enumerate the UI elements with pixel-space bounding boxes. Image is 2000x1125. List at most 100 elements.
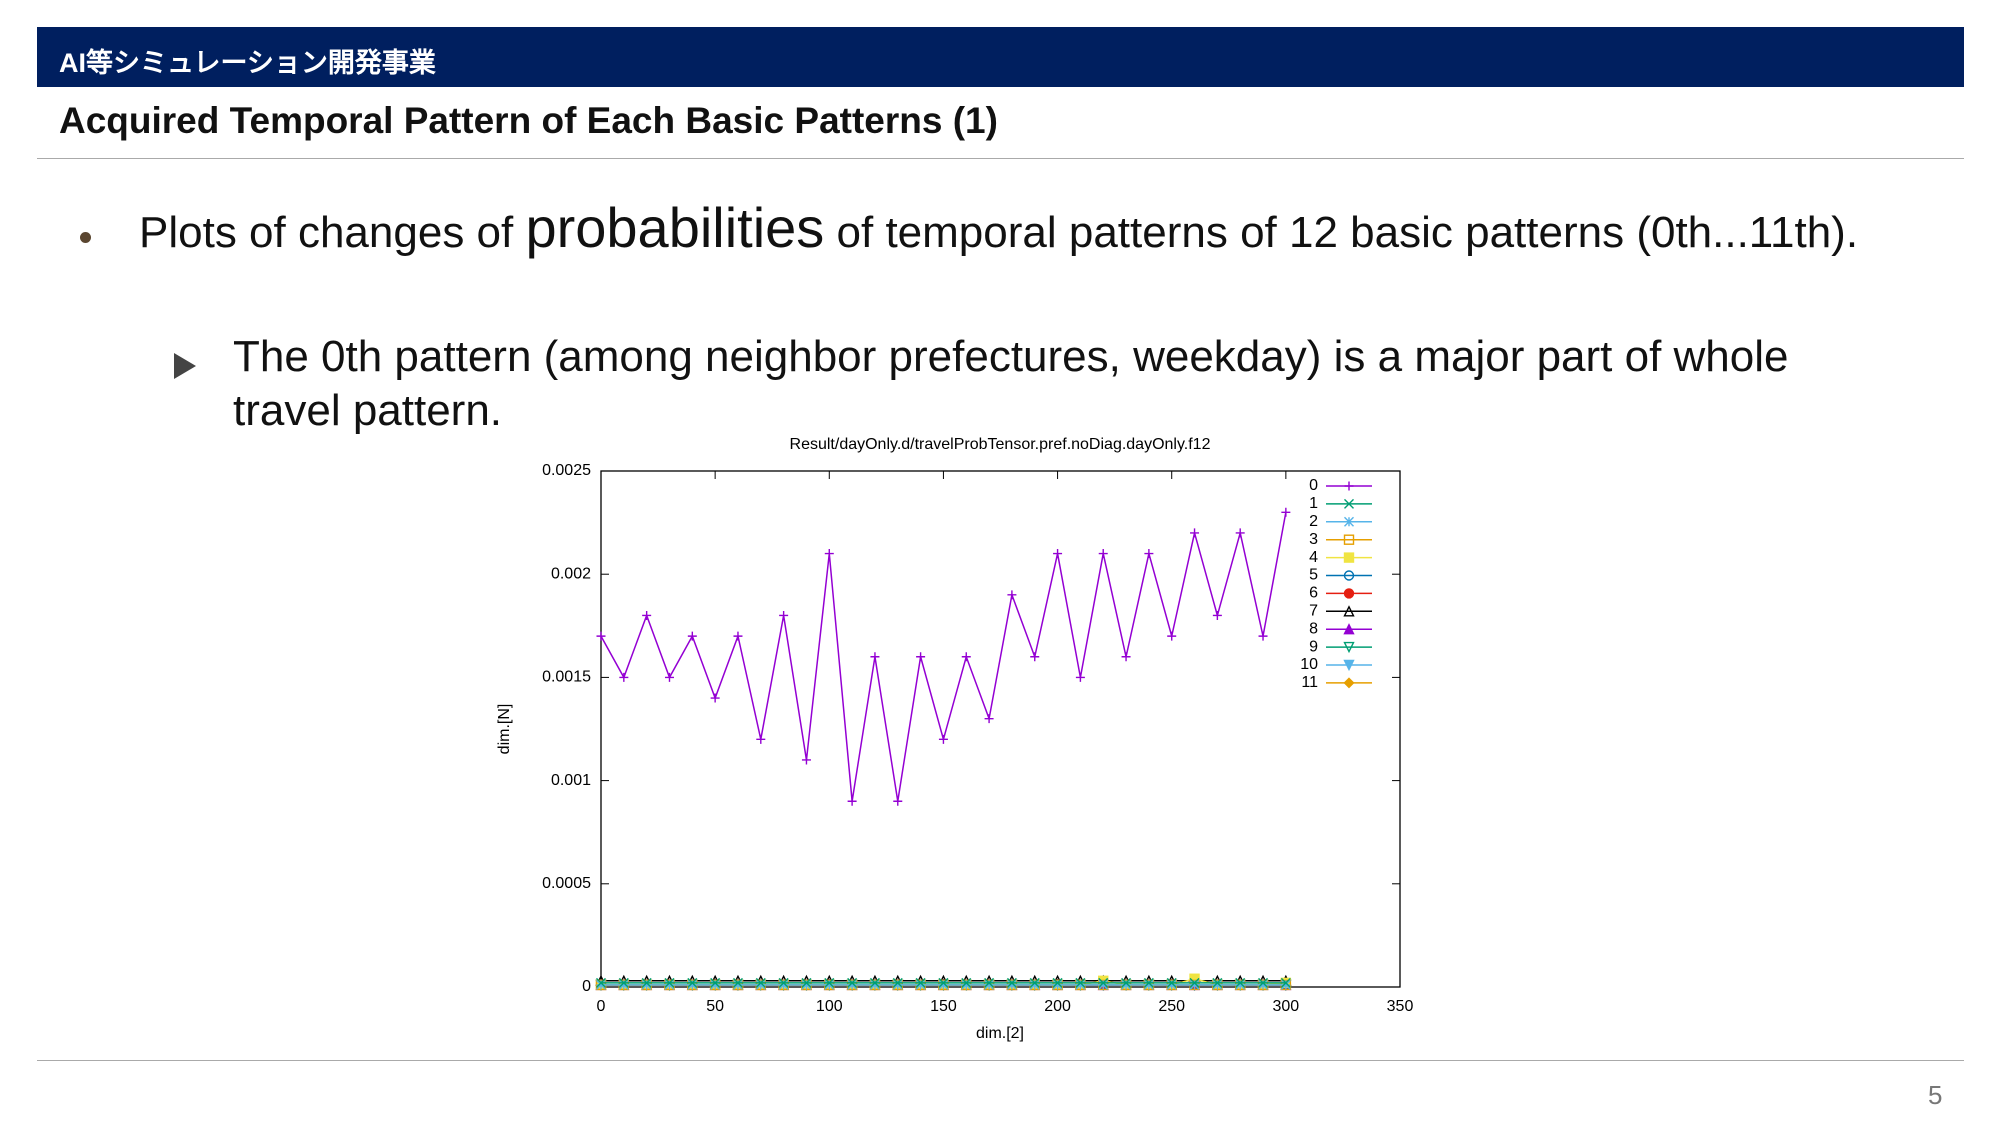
marker [938,979,949,990]
y-axis-label: dim.[N] [496,704,513,755]
sub-bullet-arrow [174,353,196,379]
divider [37,158,1964,159]
x-tick-label: 300 [1273,998,1300,1015]
legend-label: 7 [1309,603,1318,620]
legend-label: 0 [1309,477,1318,494]
x-tick-label: 100 [816,998,843,1015]
marker [618,977,629,988]
marker [892,979,903,990]
legend-label: 3 [1309,531,1318,548]
legend-marker [1344,498,1354,509]
legend-marker [1343,588,1355,599]
marker [778,979,789,990]
marker [1144,549,1154,559]
sub-bullet: The 0th pattern (among neighbor prefectu… [233,332,1789,435]
marker [847,977,858,988]
marker [1258,631,1268,641]
marker [1280,979,1291,990]
marker [847,796,857,806]
marker [870,652,880,662]
page-number: 5 [1928,1080,1943,1110]
marker [1006,979,1017,990]
marker [984,714,994,724]
marker [984,977,995,988]
header-bar: AI等シミュレーション開発事業 [37,27,1964,87]
y-tick-label: 0.0015 [542,669,591,686]
legend-label: 2 [1309,513,1318,530]
marker [1281,507,1291,517]
x-tick-label: 50 [706,998,724,1015]
marker [961,652,971,662]
legend-label: 5 [1309,567,1318,584]
marker [687,977,698,988]
chart-title: Result/dayOnly.d/travelProbTensor.pref.n… [790,436,1211,453]
marker [1098,977,1109,988]
marker [755,977,766,988]
marker [1098,549,1108,559]
marker [869,977,880,988]
marker [1053,549,1063,559]
y-tick-label: 0 [582,978,591,995]
text: Plots of changes of [139,208,526,257]
marker [779,610,789,620]
marker [984,979,995,990]
marker [1030,652,1040,662]
x-axis-label: dim.[2] [976,1025,1024,1042]
marker [641,979,652,990]
marker [824,979,835,990]
marker [1052,977,1063,988]
marker [1075,977,1086,988]
marker [938,977,949,988]
section-title: AI等シミュレーション開発事業 [59,48,436,78]
marker [733,631,743,641]
marker [1006,977,1017,988]
x-tick-label: 250 [1158,998,1185,1015]
legend-marker [1343,570,1355,581]
marker [618,979,629,990]
text: of temporal patterns of 12 basic pattern… [824,208,1859,257]
x-tick-label: 0 [597,998,606,1015]
marker [710,979,721,990]
legend-marker [1344,481,1354,491]
marker [938,734,948,744]
marker [1190,528,1200,538]
y-tick-label: 0.002 [551,565,591,582]
marker [756,734,766,744]
marker [1212,610,1222,620]
marker [664,979,675,990]
marker [732,979,743,990]
marker [893,796,903,806]
marker [1029,977,1040,988]
legend-marker [1343,659,1355,672]
marker [619,672,629,682]
marker [1029,979,1040,990]
marker [892,977,903,988]
marker [642,610,652,620]
marker [596,977,606,988]
marker [732,977,743,988]
y-tick-label: 0.0025 [542,462,591,479]
legend-label: 10 [1300,656,1318,673]
marker [1235,979,1246,990]
y-tick-label: 0.001 [551,772,591,789]
legend-label: 4 [1309,549,1318,566]
marker [778,977,789,988]
marker [1143,979,1154,990]
marker [710,693,720,703]
marker [824,977,835,988]
marker [1075,979,1086,990]
marker [1235,977,1246,988]
marker [664,977,675,988]
marker [1235,528,1245,538]
x-tick-label: 150 [930,998,957,1015]
plot-frame [600,470,1401,988]
marker [1166,977,1177,988]
marker [1143,977,1154,988]
marker [1280,977,1291,988]
marker [1007,590,1017,600]
marker [1166,979,1177,990]
marker [915,979,926,990]
marker [869,979,880,990]
